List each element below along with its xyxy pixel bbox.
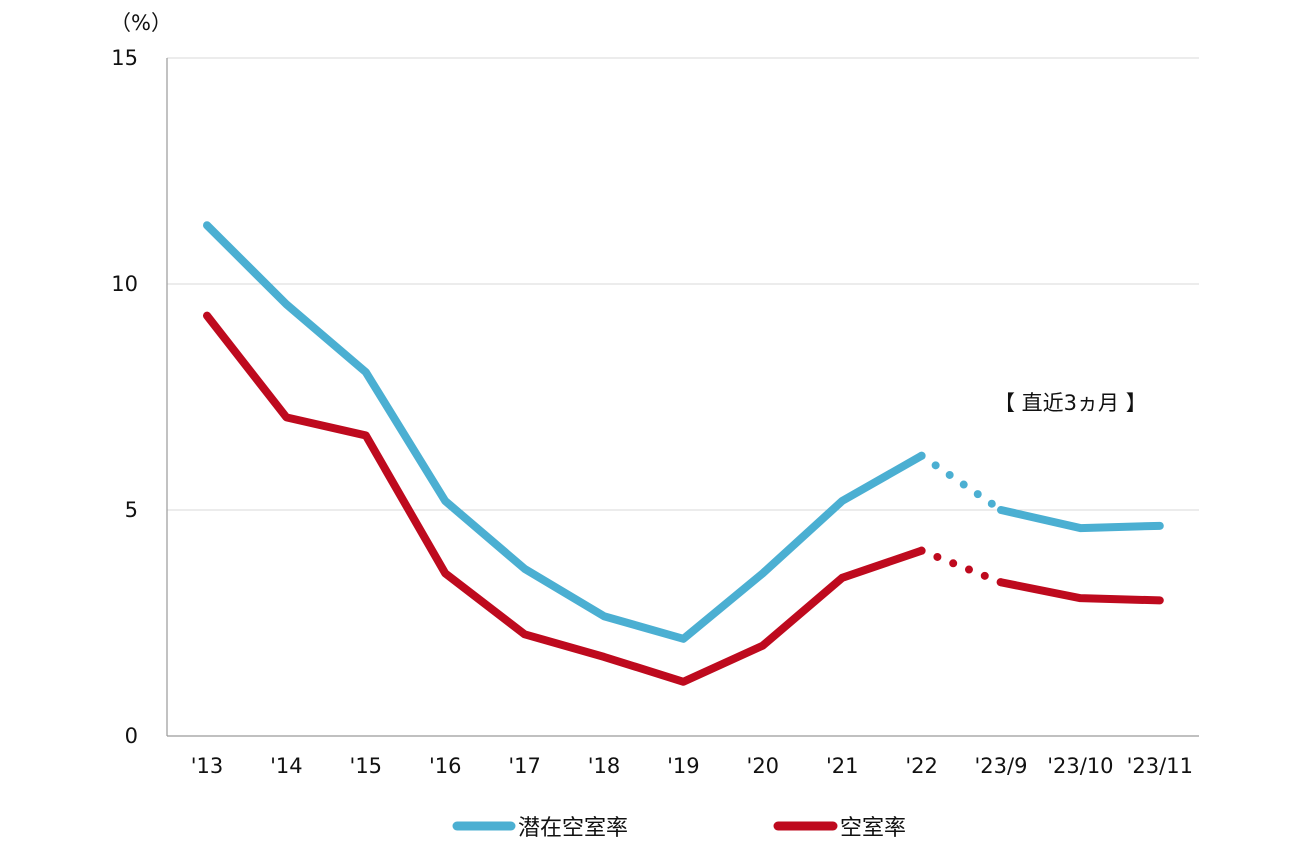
x-tick-labels: '13 '14 '15 '16 '17 '18 '19 '20 '21 '22 '23/9 '23/1… — [191, 754, 1193, 778]
x-tick-label: '13 — [191, 754, 224, 778]
x-tick-label: '19 — [667, 754, 700, 778]
series-line-solid — [203, 311, 926, 686]
legend: 潜在空室率 空室率 — [452, 816, 906, 841]
series-vacancy — [203, 311, 1164, 686]
x-tick-label: '22 — [905, 754, 938, 778]
series-line-solid — [203, 221, 926, 643]
y-tick-label: 15 — [111, 46, 138, 70]
series-line-solid — [997, 506, 1164, 533]
y-unit-label: （%） — [110, 11, 172, 35]
x-tick-label: '20 — [747, 754, 780, 778]
x-tick-label: '21 — [826, 754, 859, 778]
series-line-dotted — [917, 546, 1005, 587]
y-tick-label: 5 — [125, 498, 138, 522]
x-tick-label: '23/9 — [975, 754, 1028, 778]
x-tick-label: '23/10 — [1047, 754, 1113, 778]
grid-lines — [167, 57, 1199, 511]
legend-label-vacancy: 空室率 — [840, 816, 906, 841]
x-tick-label: '23/11 — [1127, 754, 1193, 778]
x-tick-label: '15 — [350, 754, 383, 778]
y-tick-label: 0 — [125, 724, 138, 748]
x-tick-label: '17 — [508, 754, 541, 778]
legend-label-potential-vacancy: 潜在空室率 — [518, 816, 628, 841]
y-tick-labels: 0 5 10 15 — [111, 46, 138, 748]
series-line-solid — [997, 578, 1164, 605]
series-line-dotted — [917, 451, 1005, 514]
series-potential-vacancy — [203, 221, 1164, 643]
x-tick-label: '14 — [270, 754, 303, 778]
x-tick-label: '16 — [429, 754, 462, 778]
y-tick-label: 10 — [111, 272, 138, 296]
series-lines — [203, 221, 1164, 686]
recent-months-annotation: 【 直近3ヵ月 】 — [994, 391, 1147, 415]
x-tick-label: '18 — [588, 754, 621, 778]
